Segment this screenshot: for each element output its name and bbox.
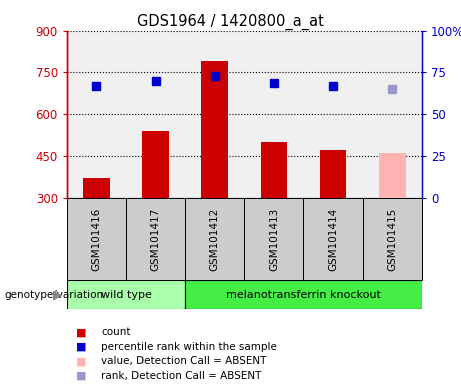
Bar xyxy=(67,280,185,309)
Bar xyxy=(303,198,363,280)
Text: rank, Detection Call = ABSENT: rank, Detection Call = ABSENT xyxy=(101,371,262,381)
Text: wild type: wild type xyxy=(100,290,152,300)
Bar xyxy=(67,198,126,280)
Text: melanotransferrin knockout: melanotransferrin knockout xyxy=(226,290,381,300)
Text: GSM101416: GSM101416 xyxy=(91,207,101,271)
Text: ■: ■ xyxy=(76,356,87,366)
Text: GDS1964 / 1420800_a_at: GDS1964 / 1420800_a_at xyxy=(137,13,324,30)
Text: percentile rank within the sample: percentile rank within the sample xyxy=(101,342,278,352)
Text: genotype/variation: genotype/variation xyxy=(5,290,104,300)
Text: ■: ■ xyxy=(76,371,87,381)
Bar xyxy=(244,198,303,280)
Text: GSM101417: GSM101417 xyxy=(151,207,160,271)
Text: GSM101412: GSM101412 xyxy=(210,207,220,271)
Text: count: count xyxy=(101,327,131,337)
Bar xyxy=(363,198,422,280)
Bar xyxy=(83,178,110,198)
Text: ▶: ▶ xyxy=(53,288,62,301)
Text: GSM101413: GSM101413 xyxy=(269,207,279,271)
Bar xyxy=(201,61,228,198)
Text: GSM101415: GSM101415 xyxy=(387,207,397,271)
Bar xyxy=(185,198,244,280)
Bar xyxy=(260,142,287,198)
Bar xyxy=(379,153,406,198)
Text: ■: ■ xyxy=(76,342,87,352)
Bar xyxy=(126,198,185,280)
Bar xyxy=(142,131,169,198)
Text: GSM101414: GSM101414 xyxy=(328,207,338,271)
Bar xyxy=(185,280,422,309)
Text: ■: ■ xyxy=(76,327,87,337)
Text: value, Detection Call = ABSENT: value, Detection Call = ABSENT xyxy=(101,356,267,366)
Bar xyxy=(320,151,346,198)
